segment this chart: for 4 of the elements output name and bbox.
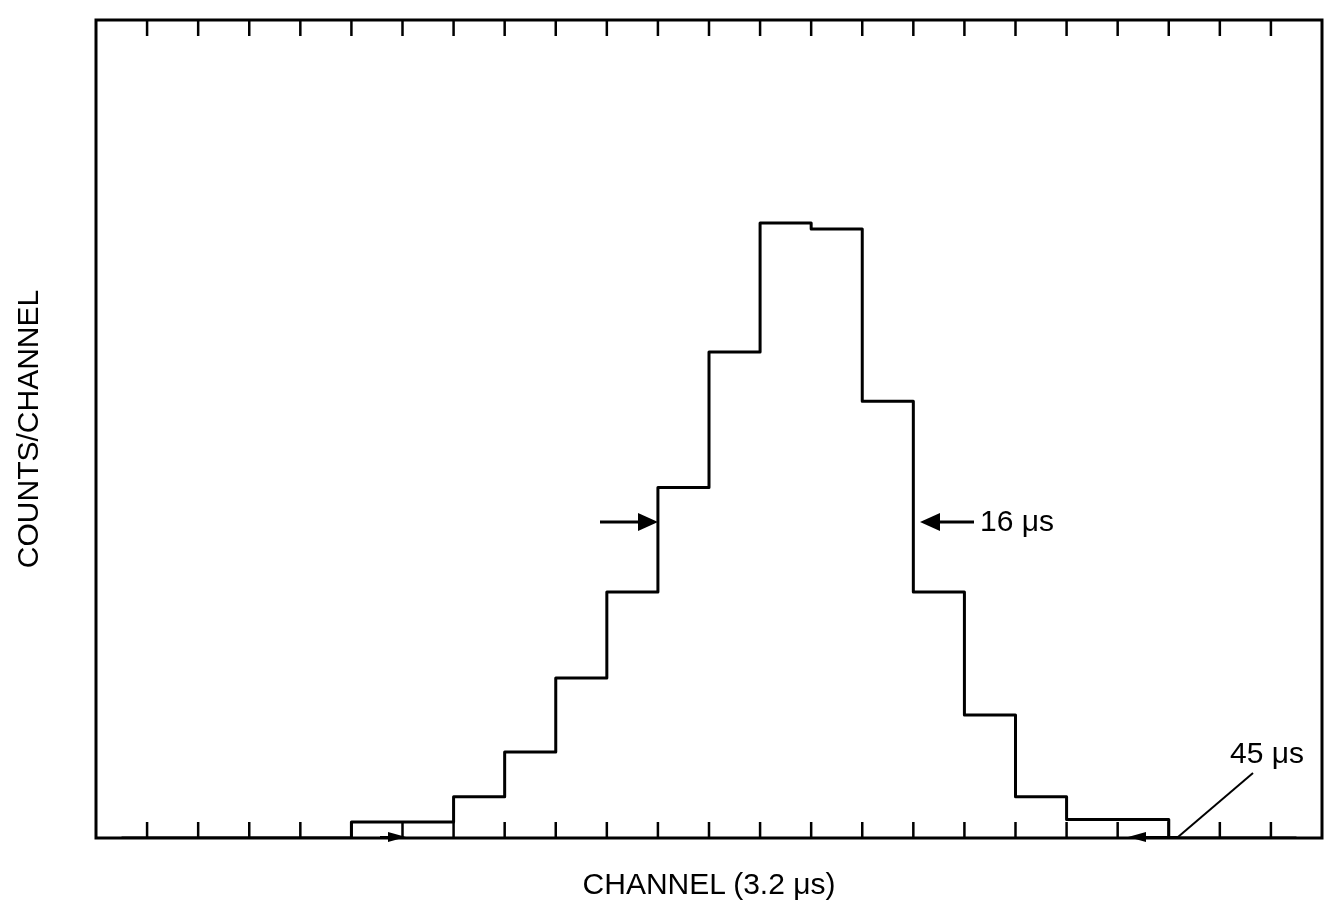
x-axis-title: CHANNEL (3.2 μs) (582, 867, 836, 901)
y-axis-title: COUNTS/CHANNEL (11, 289, 45, 569)
annotation: 16 μs (980, 504, 1054, 538)
annotation: 45 μs (1230, 736, 1304, 770)
